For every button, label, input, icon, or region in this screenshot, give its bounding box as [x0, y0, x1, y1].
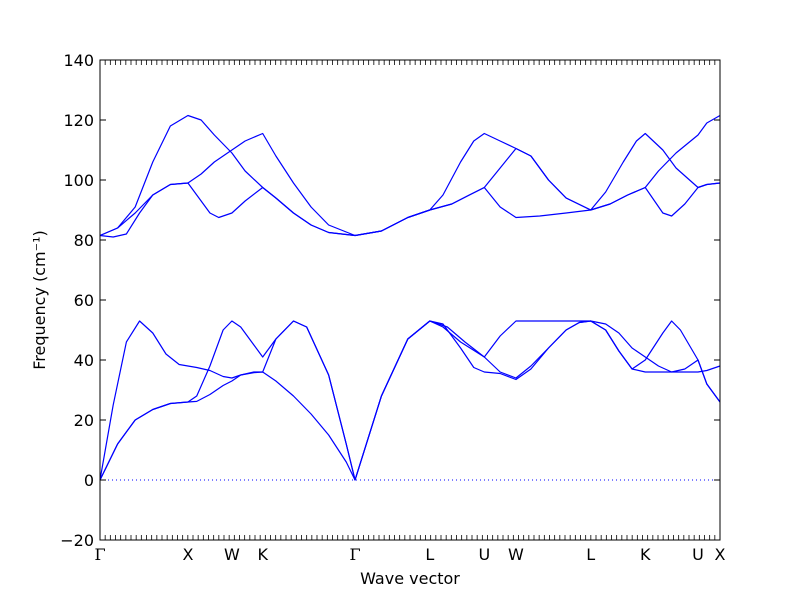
branch-line-3	[99, 320, 721, 481]
x-tick-label-u: U	[478, 545, 490, 564]
y-axis-label: Frequency (cm⁻¹)	[30, 230, 49, 369]
plot-frame	[99, 59, 721, 541]
branch-line-4	[99, 182, 721, 238]
y-tick-label: −20	[60, 531, 94, 550]
x-tick-label-k: K	[257, 545, 268, 564]
y-tick-label: 120	[63, 111, 94, 130]
x-tick-label-w: W	[508, 545, 524, 564]
x-tick-label-x: X	[182, 545, 193, 564]
branch-line-2	[99, 320, 721, 481]
x-axis-label: Wave vector	[360, 569, 460, 588]
y-tick-label: 0	[84, 471, 94, 490]
x-tick-label-l: L	[586, 545, 595, 564]
x-tick-label-l: L	[425, 545, 434, 564]
branch-line-6	[99, 114, 721, 237]
branch-line-1	[99, 320, 721, 481]
axis-ticks	[99, 59, 721, 541]
branch-line-5	[99, 132, 721, 237]
y-tick-label: 140	[63, 51, 94, 70]
y-tick-label: 20	[74, 411, 94, 430]
x-tick-label-x: X	[715, 545, 726, 564]
x-tick-label-u: U	[692, 545, 704, 564]
x-tick-label-gamma: Γ	[349, 545, 360, 564]
y-tick-label: 100	[63, 171, 94, 190]
x-tick-label-w: W	[224, 545, 240, 564]
y-tick-label: 60	[74, 291, 94, 310]
y-tick-label: 40	[74, 351, 94, 370]
y-tick-label: 80	[74, 231, 94, 250]
x-tick-label-gamma: Γ	[94, 545, 105, 564]
plot-area	[99, 114, 721, 481]
x-tick-label-k: K	[640, 545, 651, 564]
